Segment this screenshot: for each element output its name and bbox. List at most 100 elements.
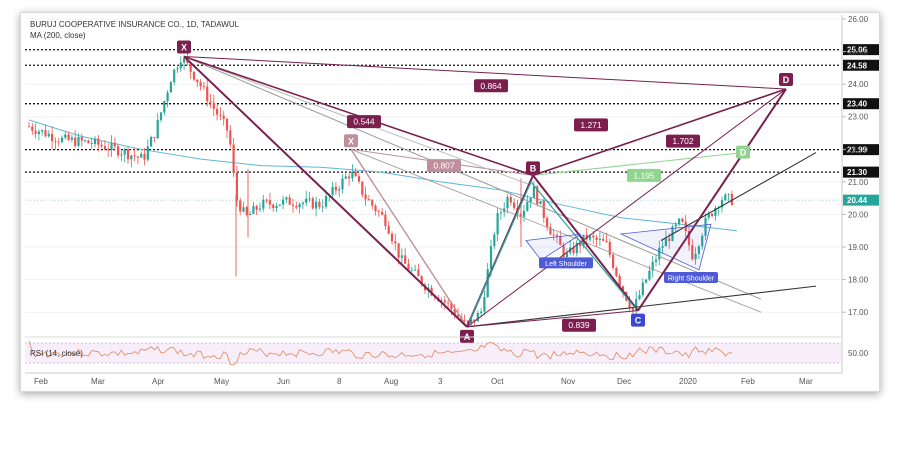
trendline xyxy=(660,152,817,242)
pattern-bd-line xyxy=(532,88,787,177)
candle-body xyxy=(664,238,667,247)
candle-body xyxy=(100,144,103,147)
point-x-box xyxy=(177,40,191,54)
candle-body xyxy=(473,319,476,322)
candle-body xyxy=(648,270,651,280)
candle-body xyxy=(93,138,97,144)
candle-body xyxy=(579,242,582,246)
candle-body xyxy=(674,224,677,227)
candle-body xyxy=(37,131,40,134)
chart-title: BURUJ COOPERATIVE INSURANCE CO., 1D, TAD… xyxy=(30,20,240,29)
pattern-bc-leg xyxy=(532,174,639,312)
candle-body xyxy=(414,269,417,271)
price-tick-label: 26.00 xyxy=(848,15,869,24)
candle-body xyxy=(489,246,493,270)
candle-body xyxy=(443,300,446,303)
candle-body xyxy=(331,186,334,195)
ratio-box xyxy=(474,79,508,93)
candle-body xyxy=(351,171,354,179)
candle-body xyxy=(252,206,255,214)
candle-body xyxy=(602,238,605,241)
price-levels: 25.06 24.58 23.40 21.99 21.30 20.44 xyxy=(25,44,879,206)
candle-body xyxy=(394,241,397,244)
candle-body xyxy=(404,255,407,264)
candle-body xyxy=(635,299,638,311)
candle-body xyxy=(126,149,130,160)
candle-body xyxy=(506,196,509,209)
candle-body xyxy=(496,213,499,235)
ratio-label: 0.839 xyxy=(568,320,590,330)
secondary-point-x-label: X xyxy=(348,136,354,146)
time-tick-label: Feb xyxy=(34,377,48,386)
candle-body xyxy=(367,199,370,201)
candle-body xyxy=(552,234,555,236)
candle-body xyxy=(176,68,179,70)
candle-body xyxy=(341,178,344,190)
chart-legend: BURUJ COOPERATIVE INSURANCE CO., 1D, TAD… xyxy=(30,19,239,41)
candle-body xyxy=(651,261,654,271)
candle-body xyxy=(701,235,704,247)
candle-body xyxy=(169,82,172,93)
candle-body xyxy=(595,237,598,241)
time-tick-label: Mar xyxy=(799,377,813,386)
candle-body xyxy=(357,176,361,182)
candle-body xyxy=(641,282,644,296)
price-axis: 26.00 25.00 24.00 23.00 22.00 21.00 20.00 19.00… xyxy=(841,15,869,373)
candle-body xyxy=(420,276,423,285)
candle-body xyxy=(483,297,486,312)
candle-body xyxy=(592,235,595,238)
candle-body xyxy=(730,194,733,205)
candle-body xyxy=(384,214,387,226)
candle-body xyxy=(714,207,717,216)
pattern-ad-line xyxy=(466,88,787,328)
candle-body xyxy=(166,92,169,102)
candle-body xyxy=(249,213,252,216)
ratio-label: 0.544 xyxy=(353,117,375,127)
candle-body xyxy=(232,144,235,173)
candle-body xyxy=(618,276,621,287)
candle-body xyxy=(60,137,64,143)
candle-body xyxy=(615,267,618,277)
level-badge xyxy=(843,59,879,71)
candle-body xyxy=(628,300,631,309)
candle-body xyxy=(417,269,420,277)
candle-body xyxy=(661,246,664,248)
candle-body xyxy=(493,234,496,247)
moving-average xyxy=(28,119,738,232)
candle-body xyxy=(87,140,90,144)
candle-body xyxy=(113,142,116,147)
candle-body xyxy=(575,242,578,254)
candle-body xyxy=(338,189,341,191)
candle-body xyxy=(51,133,54,142)
time-tick-label: Mar xyxy=(91,377,105,386)
price-tick-label: 25.00 xyxy=(848,48,869,57)
candle-body xyxy=(410,269,413,271)
candle-body xyxy=(103,146,106,150)
level-badge xyxy=(843,44,879,56)
candle-body xyxy=(245,207,248,216)
level-label: 25.06 xyxy=(847,46,868,55)
candle-body xyxy=(529,197,532,202)
candle-body xyxy=(381,211,384,215)
candle-body xyxy=(605,240,608,242)
pattern-xa-leg xyxy=(183,55,468,328)
candle-body xyxy=(298,204,301,208)
candle-body xyxy=(80,137,83,141)
candle-body xyxy=(499,212,502,214)
candle-body xyxy=(235,172,238,201)
ratio-box xyxy=(574,118,608,132)
inner-bc-leg xyxy=(530,181,637,310)
candle-body xyxy=(704,217,707,236)
pattern-ac-line xyxy=(466,310,639,328)
ratio-label: 1.271 xyxy=(580,120,602,130)
candle-body xyxy=(407,263,410,271)
candle-body xyxy=(67,134,70,140)
candle-body xyxy=(34,130,37,134)
candle-body xyxy=(133,155,136,157)
candle-body xyxy=(707,213,710,218)
candle-body xyxy=(27,126,31,128)
last-price-label: 20.44 xyxy=(847,196,868,205)
candle-body xyxy=(189,63,192,72)
